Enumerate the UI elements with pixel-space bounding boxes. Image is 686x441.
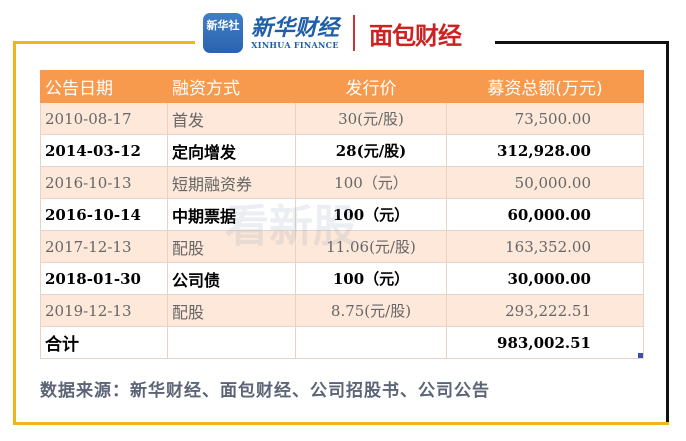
cell-method: 短期融资券 bbox=[167, 166, 296, 199]
cell-date: 2019-12-13 bbox=[40, 294, 168, 327]
frame-bottom bbox=[13, 422, 669, 425]
cell-price: 28(元/股) bbox=[295, 134, 447, 167]
cell-amount: 312,928.00 bbox=[446, 134, 644, 167]
logo-divider bbox=[353, 15, 356, 51]
source-note: 数据来源：新华财经、面包财经、公司招股书、公司公告 bbox=[40, 381, 490, 401]
header-price: 发行价 bbox=[295, 70, 447, 103]
table-row: 2019-12-13 配股 8.75(元/股) 293,222.51 bbox=[40, 294, 644, 327]
cell-amount: 50,000.00 bbox=[446, 166, 644, 199]
cell-date: 2016-10-14 bbox=[40, 198, 168, 231]
table-row: 2018-01-30 公司债 100（元） 30,000.00 bbox=[40, 262, 644, 295]
frame-right bbox=[666, 41, 669, 425]
cell-method: 配股 bbox=[167, 230, 296, 263]
table-header: 公告日期 融资方式 发行价 募资总额(万元) bbox=[40, 70, 644, 103]
cell-method: 中期票据 bbox=[167, 198, 296, 231]
header-amount: 募资总额(万元) bbox=[446, 70, 644, 103]
table-row: 2016-10-14 中期票据 100（元） 60,000.00 bbox=[40, 198, 644, 231]
mianbao-logo: 面包财经 bbox=[369, 21, 462, 50]
cell-price: 100（元） bbox=[295, 262, 447, 295]
cell-amount: 293,222.51 bbox=[446, 294, 644, 327]
cell-amount: 73,500.00 bbox=[446, 102, 644, 135]
frame-top-right bbox=[495, 41, 669, 44]
table-row: 2016-10-13 短期融资券 100（元） 50,000.00 bbox=[40, 166, 644, 199]
header-date: 公告日期 bbox=[40, 70, 168, 103]
cell-price: 100（元） bbox=[295, 166, 447, 199]
logo-bar: 新华社 新华财经 XINHUA FINANCE 面包财经 bbox=[203, 13, 462, 53]
cell-amount: 60,000.00 bbox=[446, 198, 644, 231]
cell-price: 100（元） bbox=[295, 198, 447, 231]
cell-date: 2010-08-17 bbox=[40, 102, 168, 135]
xinhua-news-logo: 新华社 bbox=[203, 13, 243, 53]
empty-cell bbox=[167, 326, 296, 359]
cell-amount: 163,352.00 bbox=[446, 230, 644, 263]
cell-method: 定向增发 bbox=[167, 134, 296, 167]
total-amount: 983,002.51 bbox=[446, 326, 644, 359]
cell-method: 配股 bbox=[167, 294, 296, 327]
cell-date: 2016-10-13 bbox=[40, 166, 168, 199]
cell-date: 2017-12-13 bbox=[40, 230, 168, 263]
table-resize-handle bbox=[638, 353, 643, 358]
table-row: 2014-03-12 定向增发 28(元/股) 312,928.00 bbox=[40, 134, 644, 167]
cell-price: 8.75(元/股) bbox=[295, 294, 447, 327]
frame-top-left bbox=[13, 41, 195, 44]
cell-method: 公司债 bbox=[167, 262, 296, 295]
cell-price: 11.06(元/股) bbox=[295, 230, 447, 263]
table-row: 2010-08-17 首发 30(元/股) 73,500.00 bbox=[40, 102, 644, 135]
watermark: 看新股 bbox=[225, 201, 357, 252]
header-method: 融资方式 bbox=[167, 70, 296, 103]
cell-date: 2014-03-12 bbox=[40, 134, 168, 167]
cell-method: 首发 bbox=[167, 102, 296, 135]
cell-date: 2018-01-30 bbox=[40, 262, 168, 295]
total-label: 合计 bbox=[40, 326, 168, 359]
cell-amount: 30,000.00 bbox=[446, 262, 644, 295]
cell-price: 30(元/股) bbox=[295, 102, 447, 135]
table-row: 2017-12-13 配股 11.06(元/股) 163,352.00 bbox=[40, 230, 644, 263]
xinhua-finance-logo: 新华财经 XINHUA FINANCE bbox=[251, 15, 340, 50]
financing-table: 公告日期 融资方式 发行价 募资总额(万元) 2010-08-17 首发 30(元/… bbox=[40, 70, 644, 359]
empty-cell bbox=[295, 326, 447, 359]
frame-left bbox=[13, 42, 16, 425]
total-row: 合计 983,002.51 bbox=[40, 326, 644, 359]
